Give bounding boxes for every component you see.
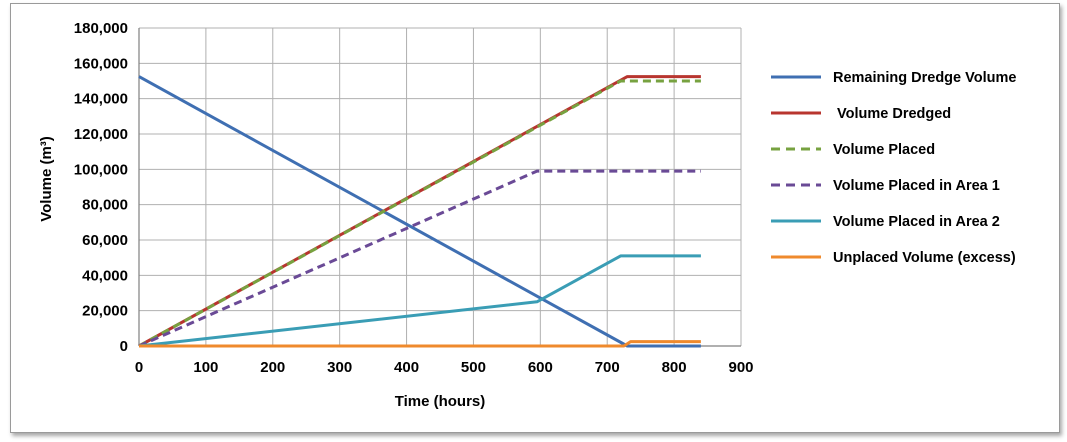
y-tick-label: 0 bbox=[120, 338, 128, 355]
x-tick-label: 400 bbox=[394, 359, 419, 376]
x-tick-label: 500 bbox=[461, 359, 486, 376]
legend-label: Volume Placed bbox=[833, 142, 935, 158]
series-lines bbox=[138, 75, 701, 348]
legend-label: Remaining Dredge Volume bbox=[833, 70, 1016, 86]
series-line bbox=[138, 254, 701, 348]
y-tick-labels: 0 20,000 40,000 60,000 80,000 100,000 120,000 1… bbox=[74, 20, 128, 355]
series-line bbox=[138, 79, 701, 348]
y-tick-label: 140,000 bbox=[74, 91, 128, 108]
legend-label: Volume Placed in Area 1 bbox=[833, 178, 1000, 194]
y-tick-label: 100,000 bbox=[74, 161, 128, 178]
series-line bbox=[138, 75, 701, 348]
chart-frame: 0 20,000 40,000 60,000 80,000 100,000 120,000 1… bbox=[10, 3, 1060, 433]
series-line bbox=[138, 75, 701, 348]
y-tick-label: 20,000 bbox=[82, 303, 128, 320]
series-line bbox=[138, 169, 701, 348]
x-tick-label: 300 bbox=[327, 359, 352, 376]
line-chart: 0 20,000 40,000 60,000 80,000 100,000 120,000 1… bbox=[38, 20, 1016, 410]
y-tick-label: 60,000 bbox=[82, 232, 128, 249]
y-axis-title: Volume (m³) bbox=[38, 136, 55, 222]
y-tick-label: 40,000 bbox=[82, 267, 128, 284]
legend-label: Volume Dredged bbox=[833, 106, 951, 122]
x-tick-label: 800 bbox=[662, 359, 687, 376]
x-tick-label: 700 bbox=[595, 359, 620, 376]
x-tick-labels: 0 100 200 300 400 500 600 700 800 900 bbox=[135, 359, 754, 376]
series-line bbox=[139, 340, 701, 348]
x-tick-label: 600 bbox=[528, 359, 553, 376]
y-tick-label: 80,000 bbox=[82, 197, 128, 214]
legend-label: Volume Placed in Area 2 bbox=[833, 214, 1000, 230]
x-tick-label: 900 bbox=[728, 359, 753, 376]
legend-label: Unplaced Volume (excess) bbox=[833, 250, 1016, 266]
y-tick-label: 120,000 bbox=[74, 126, 128, 143]
y-tick-label: 180,000 bbox=[74, 20, 128, 37]
x-axis-title: Time (hours) bbox=[395, 393, 486, 410]
legend: Remaining Dredge Volume Volume Dredged Vo… bbox=[771, 70, 1016, 266]
x-tick-label: 100 bbox=[193, 359, 218, 376]
x-tick-label: 200 bbox=[260, 359, 285, 376]
y-tick-label: 160,000 bbox=[74, 55, 128, 72]
x-tick-label: 0 bbox=[135, 359, 143, 376]
